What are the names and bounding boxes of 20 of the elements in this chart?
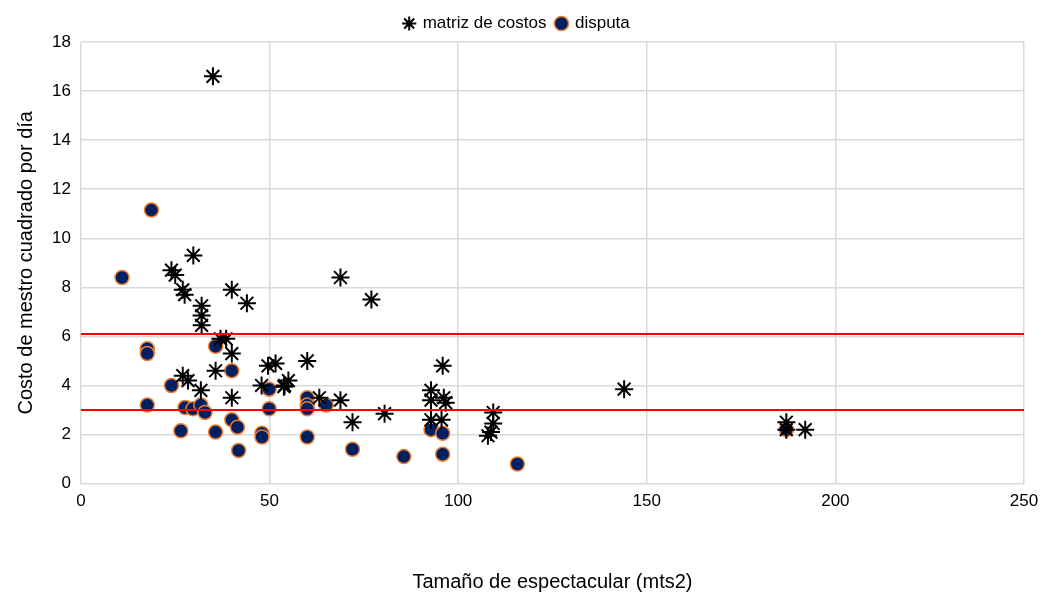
- y-tick-label: 14: [51, 129, 71, 149]
- x-tick-label: 150: [632, 491, 661, 511]
- y-tick-label: 10: [51, 227, 71, 247]
- y-tick-label: 4: [61, 375, 71, 395]
- x-tick-label: 250: [1009, 491, 1039, 511]
- y-tick-label: 8: [61, 277, 71, 297]
- x-tick-label: 100: [443, 491, 473, 511]
- x-tick-label: 200: [821, 491, 850, 511]
- legend-label: disputa: [574, 13, 631, 33]
- x-axis-title: Tamaño de espectacular (mts2): [412, 569, 693, 592]
- y-tick-label: 2: [61, 424, 71, 444]
- y-tick-label: 12: [51, 178, 71, 198]
- legend-label: matriz de costos: [422, 13, 547, 33]
- x-tick-label: 0: [76, 491, 86, 511]
- y-tick-label: 6: [61, 326, 71, 346]
- y-tick-label: 0: [61, 473, 71, 493]
- x-tick-label: 50: [260, 491, 279, 511]
- y-tick-label: 18: [51, 31, 71, 51]
- y-axis-title: Costo de mestro cuadrado por día: [13, 110, 36, 415]
- y-tick-label: 16: [51, 80, 71, 100]
